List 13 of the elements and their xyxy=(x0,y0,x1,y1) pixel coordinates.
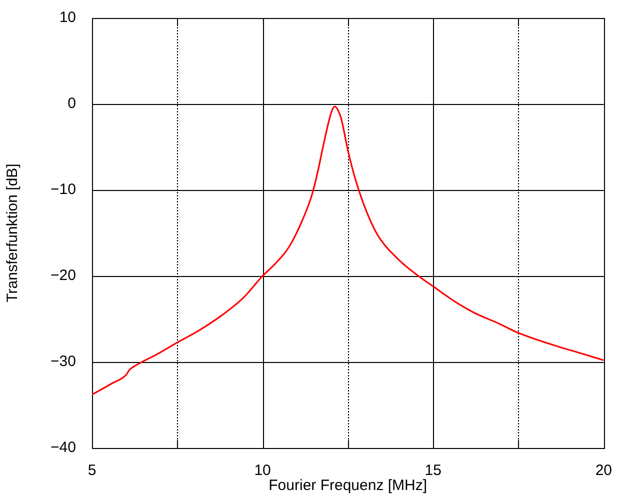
y-tick-label: 10 xyxy=(59,9,76,26)
y-tick-label: 0 xyxy=(68,95,76,112)
x-axis-title: Fourier Frequenz [MHz] xyxy=(268,477,428,494)
y-tick-label: −40 xyxy=(50,439,76,456)
y-axis-title: Transferfunktion [dB] xyxy=(4,164,22,302)
x-tick-label: 10 xyxy=(254,462,271,480)
x-tick-label: 5 xyxy=(88,462,96,480)
line-series xyxy=(92,106,604,396)
x-tick-label: 20 xyxy=(595,462,612,480)
y-tick-label: −30 xyxy=(50,353,76,370)
x-tick-label: 15 xyxy=(424,462,442,480)
y-tick-label: −10 xyxy=(50,181,76,198)
y-tick-label: −20 xyxy=(50,267,76,284)
